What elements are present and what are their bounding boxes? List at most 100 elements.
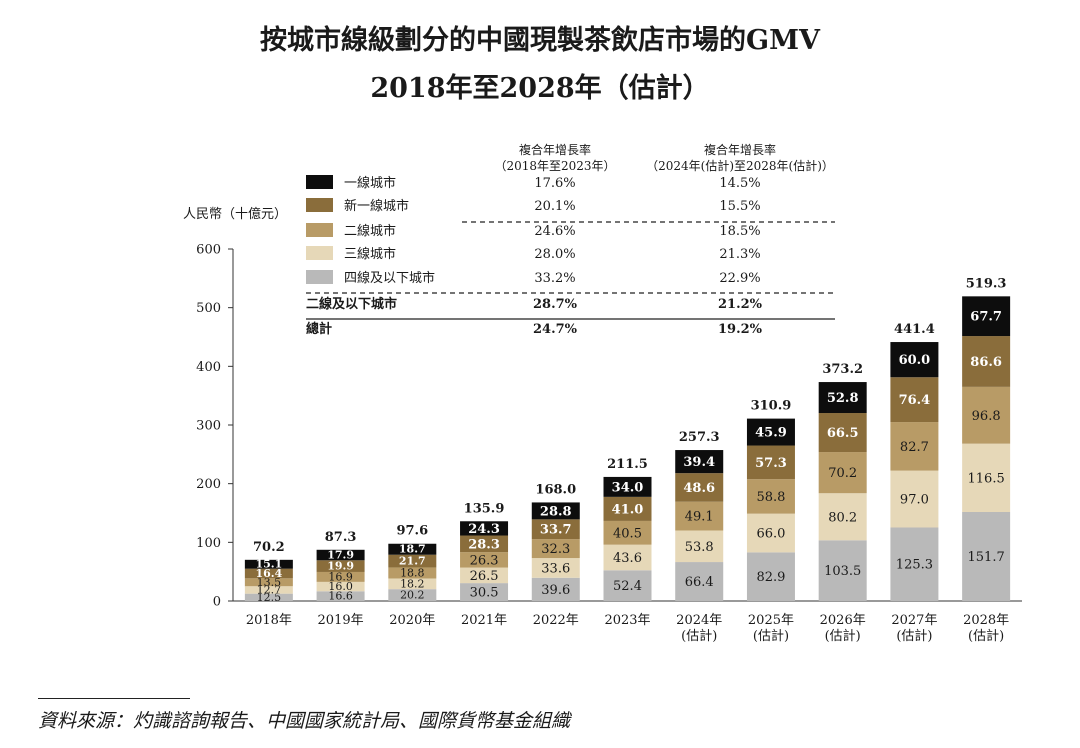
legend-label: 一線城市 — [344, 175, 396, 191]
bar-value-label: 40.5 — [613, 526, 642, 541]
bar-value-label: 12.7 — [257, 583, 282, 596]
cagr-value-2018-2023: 28.7% — [533, 297, 578, 312]
cagr-value-2018-2023: 24.7% — [533, 322, 578, 337]
bar-segment — [531, 519, 580, 540]
bar-total-label: 519.3 — [966, 276, 1007, 291]
bar-value-label: 33.7 — [540, 523, 572, 538]
bar-value-label: 57.3 — [755, 456, 787, 471]
cagr-value-2024-2028: 22.9% — [719, 271, 760, 286]
x-tick-label: 2024年 — [676, 613, 722, 628]
bar-segment — [531, 502, 580, 520]
cagr-value-2018-2023: 20.1% — [534, 199, 575, 214]
legend-swatch — [306, 223, 333, 237]
bar-value-label: 41.0 — [612, 502, 644, 517]
bar-segment — [890, 377, 939, 423]
bar-value-label: 66.5 — [827, 426, 859, 441]
cagr-col2-header: （2024年(估計)至2028年(估計)） — [646, 158, 834, 173]
bar-segment — [746, 418, 795, 446]
bar-segment — [460, 535, 509, 553]
y-tick-label: 0 — [213, 595, 221, 610]
bar-total-label: 441.4 — [894, 322, 935, 337]
bar-total-label: 211.5 — [607, 457, 648, 472]
bar-value-label: 97.0 — [900, 493, 929, 508]
bar-segment — [818, 382, 867, 414]
x-tick-label: 2023年 — [604, 613, 650, 628]
bar-value-label: 19.9 — [327, 560, 354, 573]
bar-total-label: 168.0 — [535, 482, 576, 497]
bar-segment — [388, 578, 437, 590]
legend-swatch — [306, 270, 333, 284]
x-tick-label: 2026年 — [820, 613, 866, 628]
bar-segment — [675, 450, 724, 474]
y-tick-label: 200 — [196, 477, 221, 492]
cagr-value-2024-2028: 21.3% — [719, 247, 760, 262]
x-tick-label: 2025年 — [748, 613, 794, 628]
bar-value-label: 82.7 — [900, 440, 929, 455]
bar-value-label: 15.1 — [255, 558, 282, 571]
bar-value-label: 66.0 — [756, 527, 785, 542]
x-tick-label: 2028年 — [963, 613, 1009, 628]
cagr-value-2024-2028: 14.5% — [719, 176, 760, 191]
bar-segment — [388, 567, 437, 579]
bar-segment — [675, 501, 724, 531]
bar-segment — [746, 445, 795, 480]
x-tick-label: (估計) — [825, 628, 861, 644]
bar-segment — [675, 473, 724, 502]
legend-label: 總計 — [306, 321, 332, 337]
cagr-value-2018-2023: 28.0% — [534, 247, 575, 262]
legend-label: 三線城市 — [344, 246, 396, 262]
y-tick-label: 400 — [196, 360, 221, 375]
x-tick-label: 2022年 — [533, 613, 579, 628]
bar-value-label: 86.6 — [970, 355, 1002, 370]
legend-label: 新一線城市 — [344, 198, 409, 214]
bar-value-label: 53.8 — [685, 540, 714, 555]
y-tick-label: 100 — [196, 536, 221, 551]
bar-segment — [316, 549, 365, 561]
bar-total-label: 135.9 — [464, 501, 505, 516]
bar-segment — [818, 413, 867, 453]
bar-value-label: 116.5 — [968, 471, 1005, 486]
bar-value-label: 32.3 — [541, 542, 570, 557]
bar-value-label: 33.6 — [541, 561, 570, 576]
x-tick-label: (估計) — [681, 628, 717, 644]
bar-value-label: 67.7 — [970, 310, 1002, 325]
bar-segment — [460, 552, 509, 568]
bar-value-label: 28.3 — [468, 537, 500, 552]
bar-total-label: 70.2 — [253, 540, 285, 555]
bar-segment — [531, 558, 580, 578]
bar-value-label: 58.8 — [756, 490, 785, 505]
bar-value-label: 125.3 — [896, 558, 933, 573]
bar-segment — [818, 493, 867, 541]
bar-total-label: 257.3 — [679, 430, 720, 445]
bar-value-label: 16.9 — [328, 570, 353, 583]
legend-swatch — [306, 246, 333, 260]
bar-segment — [388, 589, 437, 601]
bar-segment — [962, 296, 1011, 337]
bar-segment — [962, 512, 1011, 601]
chart-subtitle: 2018年至2028年（估計） — [370, 73, 710, 104]
cagr-value-2018-2023: 17.6% — [534, 176, 575, 191]
bar-segment — [603, 520, 652, 545]
bar-segment — [890, 342, 939, 378]
bar-value-label: 24.3 — [468, 522, 500, 537]
cagr-value-2018-2023: 33.2% — [534, 271, 575, 286]
bar-value-label: 18.2 — [400, 577, 425, 590]
cagr-col2-header: 複合年增長率 — [704, 142, 776, 157]
bar-value-label: 12.5 — [257, 591, 282, 604]
cagr-col1-header: （2018年至2023年） — [494, 159, 615, 173]
bar-value-label: 66.4 — [685, 575, 714, 590]
bar-value-label: 16.6 — [328, 590, 353, 603]
bar-value-label: 16.0 — [328, 580, 353, 593]
bar-value-label: 16.4 — [255, 567, 282, 580]
y-tick-label: 600 — [196, 243, 221, 258]
bar-value-label: 48.6 — [683, 481, 715, 496]
bar-segment — [388, 554, 437, 568]
legend-label: 二線城市 — [344, 223, 396, 239]
bar-value-label: 49.1 — [685, 510, 714, 525]
bar-value-label: 17.9 — [327, 549, 354, 562]
legend-label: 四線及以下城市 — [344, 270, 435, 286]
bar-segment — [244, 586, 293, 594]
bar-value-label: 82.9 — [756, 570, 785, 585]
chart-title: 按城市線級劃分的中國現製茶飲店市場的GMV — [260, 25, 820, 56]
